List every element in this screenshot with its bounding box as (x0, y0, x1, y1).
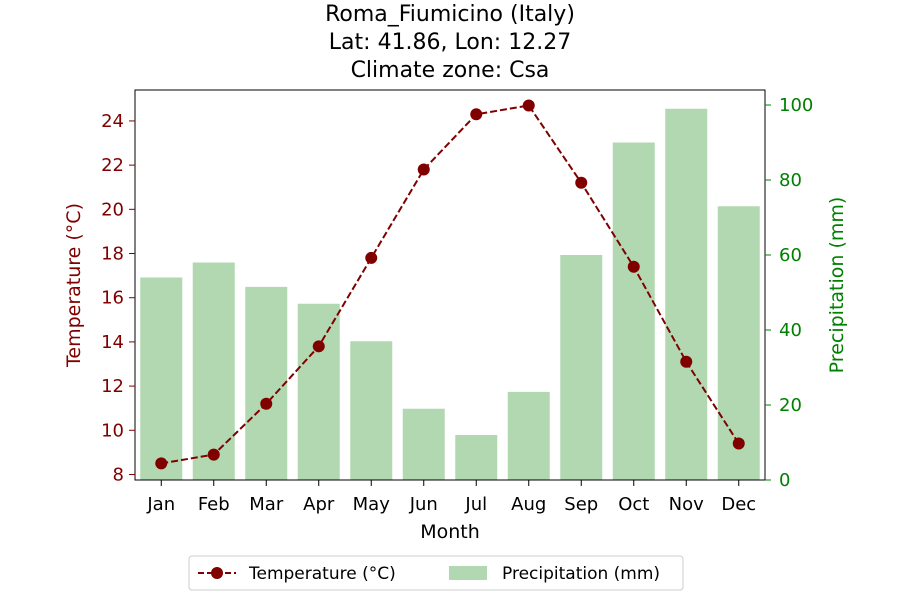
y-left-tick-label: 24 (101, 111, 124, 132)
x-tick-label: Sep (564, 494, 598, 515)
precipitation-bar (455, 435, 498, 480)
y-axis-right-label: Precipitation (mm) (826, 197, 848, 374)
y-axis-right: 0 20 40 60 80 100 (765, 95, 813, 491)
x-tick-label: Dec (721, 494, 756, 515)
y-right-tick-label: 60 (779, 245, 802, 266)
x-tick-label: Jan (146, 494, 175, 515)
temperature-point (365, 251, 378, 264)
y-left-tick-label: 14 (101, 332, 124, 353)
temperature-point (732, 437, 745, 450)
temperature-point (417, 163, 430, 176)
y-right-tick-label: 40 (779, 320, 802, 341)
x-tick-label: Aug (511, 494, 546, 515)
chart-title: Roma_Fiumicino (Italy) Lat: 41.86, Lon: 1… (325, 2, 575, 83)
y-left-tick-label: 10 (101, 420, 124, 441)
legend-temperature-label: Temperature (°C) (248, 564, 396, 584)
y-left-tick-label: 22 (101, 155, 124, 176)
y-left-tick-label: 20 (101, 199, 124, 220)
temperature-point (627, 260, 640, 273)
x-tick-label: Oct (618, 494, 649, 515)
x-tick-label: Jun (409, 494, 438, 515)
temperature-point (522, 99, 535, 112)
precipitation-bar (717, 206, 760, 480)
temperature-point (207, 448, 220, 461)
x-tick-label: Mar (249, 494, 284, 515)
precipitation-bar (612, 142, 655, 480)
precipitation-bar (560, 255, 603, 480)
legend-frame (188, 555, 684, 591)
legend-temperature-marker (211, 567, 223, 579)
temperature-point (155, 457, 168, 470)
temperature-point (680, 355, 693, 368)
x-tick-label: Nov (669, 494, 704, 515)
y-right-tick-label: 80 (779, 170, 802, 191)
precipitation-bar (297, 303, 340, 480)
precipitation-bar (140, 277, 183, 480)
temperature-series-line (161, 104, 740, 465)
temperature-point (575, 176, 588, 189)
temperature-line (155, 99, 745, 470)
x-tick-label: May (353, 494, 391, 515)
legend: Temperature (°C) Precipitation (mm) (188, 555, 684, 591)
chart-title-line: Roma_Fiumicino (Italy) (325, 2, 575, 27)
y-right-tick-label: 0 (779, 470, 790, 491)
plot-frame (134, 89, 766, 481)
y-axis-left-label: Temperature (°C) (63, 203, 85, 368)
chart-title-line: Lat: 41.86, Lon: 12.27 (329, 30, 571, 55)
temperature-point (312, 340, 325, 353)
precipitation-bars (140, 108, 760, 480)
temperature-point (470, 108, 483, 121)
precipitation-bar (192, 262, 235, 480)
temperature-point (260, 397, 273, 410)
y-right-tick-label: 20 (779, 395, 802, 416)
y-left-tick-label: 18 (101, 244, 124, 265)
precipitation-bar (350, 341, 393, 480)
precipitation-bar (402, 408, 445, 480)
x-tick-label: Apr (303, 494, 335, 515)
precipitation-bar (665, 108, 708, 480)
y-left-tick-label: 16 (101, 288, 124, 309)
y-axis-left: 8 10 12 14 16 18 20 22 24 (101, 111, 135, 485)
x-axis-label: Month (420, 521, 480, 543)
precipitation-bar (245, 286, 288, 480)
chart-title-line: Climate zone: Csa (351, 58, 550, 83)
y-left-tick-label: 12 (101, 376, 124, 397)
x-tick-label: Feb (198, 494, 230, 515)
x-axis: Jan Feb Mar Apr May Jun Jul Aug Sep Oct Nov Dec (146, 480, 756, 515)
y-right-tick-label: 100 (779, 95, 813, 116)
legend-precipitation-label: Precipitation (mm) (502, 564, 660, 584)
legend-precipitation-swatch (449, 566, 487, 580)
x-tick-label: Jul (464, 494, 487, 515)
y-left-tick-label: 8 (113, 464, 124, 485)
precipitation-bar (507, 391, 550, 480)
